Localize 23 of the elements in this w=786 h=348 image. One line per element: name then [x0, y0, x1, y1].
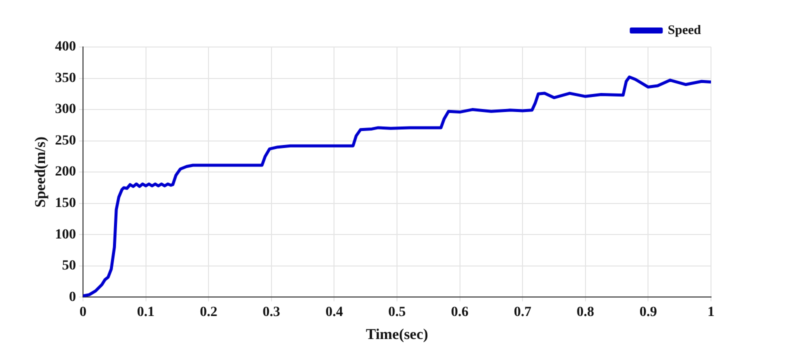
y-tick-label: 250	[55, 133, 76, 148]
x-tick-label: 0.5	[388, 305, 406, 320]
x-tick-label: 0.1	[137, 305, 155, 320]
x-tick-label: 0.2	[200, 305, 218, 320]
y-tick-label: 150	[55, 196, 76, 211]
x-tick-label: 0.8	[576, 305, 594, 320]
x-tick-label: 0.7	[514, 305, 532, 320]
y-axis-title: Speed(m/s)	[32, 136, 49, 208]
y-tick-label: 100	[55, 227, 76, 242]
y-tick-label: 50	[62, 258, 76, 274]
y-tick-label: 0	[69, 290, 76, 305]
x-tick-label: 1	[708, 305, 714, 320]
y-tick-label: 350	[55, 70, 76, 86]
legend-label: Speed	[668, 22, 702, 37]
x-tick-label: 0.9	[639, 305, 657, 320]
y-tick-label: 300	[55, 102, 76, 118]
x-tick-label: 0.3	[262, 305, 280, 320]
y-tick-label: 400	[55, 40, 76, 55]
x-axis-title: Time(sec)	[366, 326, 428, 343]
y-tick-label: 200	[55, 164, 76, 180]
x-tick-label: 0	[80, 305, 86, 320]
x-tick-label: 0.4	[325, 305, 343, 320]
x-tick-label: 0.6	[451, 305, 469, 320]
